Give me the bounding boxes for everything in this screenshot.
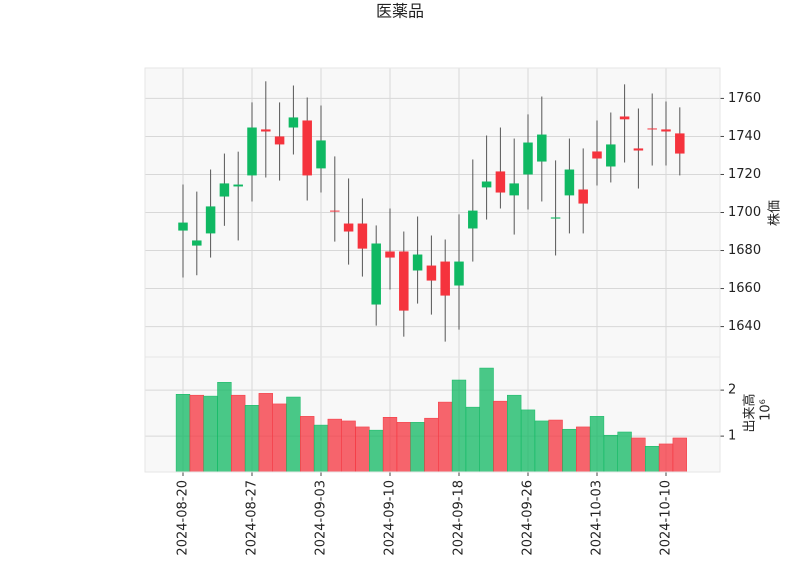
candle-body — [288, 117, 299, 128]
volume-bar — [576, 426, 591, 473]
x-tick-label: 2024-09-03 — [314, 480, 329, 556]
candle-body — [274, 136, 285, 145]
candle-body — [509, 183, 519, 196]
candle-body — [343, 223, 354, 232]
x-tick-label: 2024-09-18 — [452, 480, 467, 556]
candle-body — [178, 222, 188, 231]
volume-bar — [631, 437, 646, 473]
volume-bar — [217, 382, 232, 473]
y-tick-label: 1740 — [728, 129, 761, 144]
candle-body — [385, 251, 395, 258]
volume-frame — [144, 356, 721, 473]
candle-body — [192, 240, 202, 246]
volume-bar — [355, 426, 370, 473]
volume-bar — [424, 417, 439, 473]
volume-bar — [175, 394, 191, 473]
volume-bar — [369, 429, 384, 473]
volume-bar — [203, 395, 218, 473]
volume-bar — [189, 394, 204, 473]
volume-bar — [520, 409, 536, 473]
candle-body — [219, 183, 230, 197]
y-tick-label: 1700 — [728, 205, 761, 220]
candle-body — [371, 243, 381, 305]
volume-bar — [493, 400, 508, 473]
candle-body — [454, 261, 464, 286]
volume-bar — [258, 393, 273, 473]
y-tick-label: 1640 — [728, 319, 761, 334]
candle-body — [468, 210, 478, 229]
candle-body — [330, 210, 340, 212]
candle-body — [205, 206, 216, 234]
candle-body — [592, 151, 602, 159]
chart-title: 医薬品 — [376, 2, 424, 21]
candle-body — [578, 189, 588, 204]
y-tick-label: 1680 — [728, 243, 761, 258]
candle-body — [550, 217, 561, 219]
volume-offset-text: 10⁶ — [759, 399, 774, 421]
y-axis-label: 株価 — [768, 200, 783, 226]
volume-tick-label: 1 — [728, 429, 736, 444]
candle-body — [302, 120, 312, 176]
x-tick-label: 2024-10-03 — [590, 480, 605, 556]
volume-bar — [548, 419, 563, 473]
volume-axis-label: 出来高 — [742, 393, 758, 432]
candle-body — [481, 181, 492, 188]
candle-body — [440, 261, 450, 296]
volume-bar — [396, 422, 411, 473]
candle-body — [619, 116, 630, 120]
candle-body — [399, 251, 409, 311]
volume-bar — [589, 416, 605, 473]
volume-bar — [272, 403, 287, 473]
volume-bar — [300, 416, 315, 473]
volume-bar — [438, 401, 453, 473]
candle-body — [537, 134, 547, 162]
candle-body — [647, 128, 657, 130]
volume-bar — [562, 428, 577, 473]
volume-bar — [658, 443, 674, 473]
volume-bar — [534, 420, 549, 473]
volume-bar — [382, 417, 398, 473]
candle-body — [261, 129, 271, 132]
volume-bar — [507, 394, 522, 473]
volume-bar — [327, 418, 342, 473]
volume-bar — [451, 379, 467, 473]
volume-tick-label: 2 — [728, 383, 736, 398]
candle-body — [633, 148, 644, 151]
volume-bar — [410, 422, 425, 473]
candle-body — [357, 223, 368, 249]
volume-bar — [341, 420, 356, 473]
volume-bar — [231, 394, 246, 473]
candle-body — [412, 254, 423, 271]
candle-body — [661, 129, 671, 132]
volume-bar — [672, 437, 687, 473]
candle-body — [426, 265, 437, 281]
volume-bar — [244, 405, 260, 473]
x-tick-label: 2024-09-26 — [521, 480, 536, 556]
candle-body — [233, 184, 243, 187]
x-tick-label: 2024-09-10 — [383, 480, 398, 556]
volume-bar — [286, 396, 301, 473]
volume-bar — [479, 367, 494, 473]
volume-bar — [313, 424, 329, 473]
candle-body — [495, 171, 506, 193]
volume-bar — [645, 445, 660, 473]
candle-body — [247, 127, 257, 176]
volume-bar — [465, 406, 480, 473]
y-tick-label: 1720 — [728, 167, 761, 182]
candle-body — [564, 169, 575, 196]
y-tick-label: 1760 — [728, 91, 761, 106]
candle-body — [606, 144, 616, 167]
candle-body — [675, 133, 685, 154]
y-tick-label: 1660 — [728, 281, 761, 296]
x-tick-label: 2024-08-20 — [176, 480, 191, 556]
x-tick-label: 2024-08-27 — [245, 480, 260, 556]
volume-bar — [603, 434, 618, 473]
volume-bar — [617, 431, 632, 473]
candle-body — [316, 140, 326, 169]
candle-body — [523, 142, 533, 175]
x-tick-label: 2024-10-10 — [659, 480, 674, 556]
